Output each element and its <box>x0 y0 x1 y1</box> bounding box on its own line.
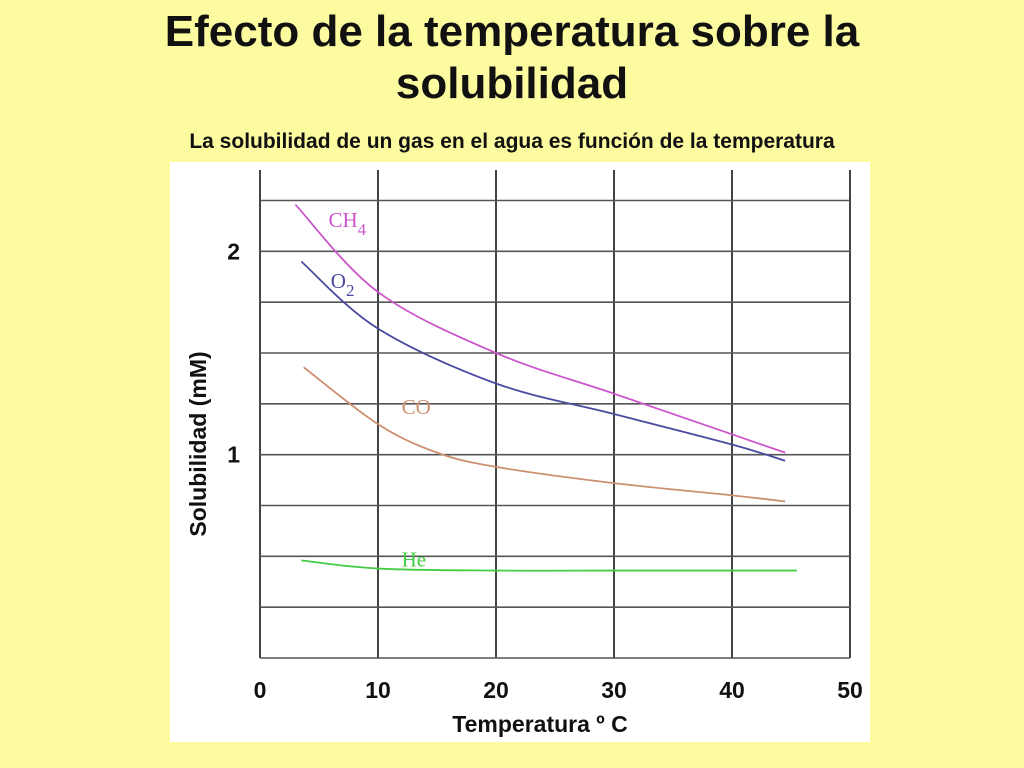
page-title: Efecto de la temperatura sobre la solubi… <box>164 7 860 108</box>
x-tick-label: 0 <box>254 677 267 703</box>
y-axis-label: Solubilidad (mM) <box>185 351 211 536</box>
x-tick-label: 10 <box>365 677 391 703</box>
page-subtitle: La solubilidad de un gas en el agua es f… <box>189 130 835 153</box>
series-label-o2: O2 <box>331 269 355 300</box>
chart-panel: 0 10 20 30 40 50 1 2 Temperatura º C Solubilidad … <box>170 162 870 742</box>
series-line-ch4 <box>294 203 786 454</box>
solubility-chart: 0 10 20 30 40 50 1 2 Temperatura º C Solubilidad … <box>185 170 863 737</box>
series-line-o2 <box>300 260 786 462</box>
x-tick-label: 40 <box>719 677 745 703</box>
x-tick-label: 20 <box>483 677 509 703</box>
x-tick-label: 50 <box>837 677 863 703</box>
x-tick-label: 30 <box>601 677 627 703</box>
y-tick-label: 1 <box>227 442 240 468</box>
series-label-he: He <box>402 548 427 572</box>
series-label-co: CO <box>402 395 431 419</box>
series-line-he <box>301 559 797 572</box>
series-label-ch4: CH4 <box>328 208 366 239</box>
y-tick-label: 2 <box>227 238 240 264</box>
series-line-co <box>303 366 786 503</box>
x-axis-label: Temperatura º C <box>452 711 627 737</box>
